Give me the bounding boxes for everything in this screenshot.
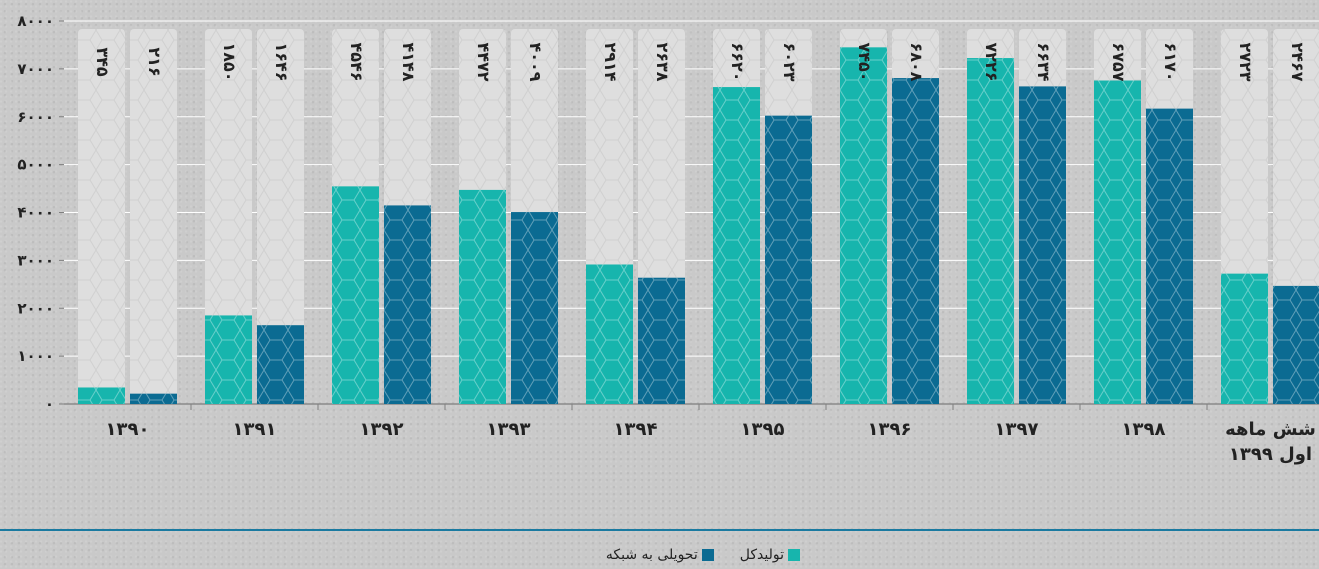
bar-pattern <box>638 277 685 404</box>
data-label: ۶۸۰۸ <box>907 42 926 81</box>
x-tick-label: ۱۳۹۶ <box>868 419 912 440</box>
y-tick-label: ۰ <box>45 395 54 413</box>
bar-pattern <box>765 115 812 405</box>
data-label: ۶۱۷۰ <box>1161 42 1180 81</box>
y-axis-ticks: ۰ ۱۰۰۰ ۲۰۰۰ ۳۰۰۰ ۴۰۰۰ ۵۰۰۰ ۶۰۰۰ ۷۰۰۰ ۸۰۰۰ <box>17 12 64 413</box>
bars: ۳۴۵ ۲۱۶ ۱۸۵۰ ۱۶۴۶ ۴۵۴۶ ۴۱۴۸ ۴۴۷۲ ۴۰۰۹ ۲۹۱۴ ۲۶۳۸ ۶۶… <box>78 29 1319 405</box>
bar-pattern <box>586 264 633 404</box>
y-tick-label: ۷۰۰۰ <box>17 60 54 78</box>
bar-pattern <box>459 189 506 404</box>
x-tick-label: ۱۳۹۸ <box>1122 419 1166 440</box>
y-tick-label: ۶۰۰۰ <box>17 108 54 126</box>
bar-pattern <box>78 387 125 404</box>
bar-pattern <box>1019 86 1066 404</box>
legend-label-total: تولیدکل <box>739 547 784 563</box>
bar-pattern <box>1221 273 1268 404</box>
data-label: ۷۴۵۰ <box>855 42 874 81</box>
bar-pattern <box>967 58 1014 405</box>
bar-pattern <box>713 87 760 404</box>
data-label: ۲۹۱۴ <box>601 42 620 81</box>
bar-pattern <box>1273 285 1319 404</box>
data-label: ۴۴۷۲ <box>474 42 493 81</box>
bar-pattern <box>1094 80 1141 405</box>
y-tick-label: ۸۰۰۰ <box>17 12 54 30</box>
y-tick-label: ۵۰۰۰ <box>17 156 54 174</box>
data-label: ۴۵۴۶ <box>347 42 366 81</box>
x-axis-ticks: ۱۳۹۰ ۱۳۹۱ ۱۳۹۲ ۱۳۹۳ ۱۳۹۴ ۱۳۹۵ ۱۳۹۶ ۱۳۹۷ ۱۳۹۸ شش م… <box>106 404 1316 465</box>
legend-item-total: تولیدکل <box>740 547 800 563</box>
data-label: ۱۸۵۰ <box>220 42 239 81</box>
bar-pattern <box>257 325 304 404</box>
data-label: ۱۶۴۶ <box>272 42 291 81</box>
data-label: ۲۷۲۳ <box>1236 42 1255 81</box>
x-tick-label: اول ۱۳۹۹ <box>1229 444 1312 465</box>
legend: تولیدکل تحویلی به شبکه <box>480 544 800 566</box>
x-tick-label: ۱۳۹۰ <box>106 419 150 440</box>
y-tick-label: ۲۰۰۰ <box>17 299 54 317</box>
y-tick-label: ۳۰۰۰ <box>17 251 54 269</box>
x-tick-label: ۱۳۹۱ <box>233 419 277 440</box>
bar-pattern <box>840 47 887 405</box>
bar-background-pattern <box>130 29 177 404</box>
x-tick-label: ۱۳۹۲ <box>360 419 404 440</box>
data-label: ۷۲۲۶ <box>982 42 1001 81</box>
data-label: ۲۴۶۷ <box>1288 42 1307 81</box>
legend-item-grid: تحویلی به شبکه <box>606 547 714 563</box>
bar-pattern <box>1146 108 1193 404</box>
data-label: ۲۶۳۸ <box>653 42 672 81</box>
x-tick-label: ۱۳۹۴ <box>614 419 658 440</box>
legend-label-grid: تحویلی به شبکه <box>605 547 698 563</box>
bar-pattern <box>205 315 252 404</box>
x-tick-label: ۱۳۹۳ <box>487 419 531 440</box>
bar-pattern <box>130 393 177 404</box>
bar-pattern <box>332 186 379 404</box>
data-label: ۴۱۴۸ <box>399 42 418 81</box>
legend-swatch-total <box>788 549 800 561</box>
data-label: ۶۷۵۷ <box>1109 42 1128 81</box>
data-label: ۶۶۲۰ <box>728 42 747 81</box>
data-label: ۶۶۳۴ <box>1034 42 1053 81</box>
legend-swatch-grid <box>701 549 714 561</box>
y-tick-label: ۱۰۰۰ <box>17 347 54 365</box>
x-tick-label: ۱۳۹۷ <box>995 419 1039 440</box>
bar-pattern <box>511 212 558 404</box>
y-tick-label: ۴۰۰۰ <box>17 204 54 222</box>
data-label: ۲۱۶ <box>145 47 164 76</box>
bar-background-pattern <box>78 29 125 404</box>
x-tick-label: شش ماهه <box>1225 419 1316 440</box>
data-label: ۶۰۲۳ <box>780 42 799 81</box>
x-tick-label: ۱۳۹۵ <box>741 419 785 440</box>
data-label: ۴۰۰۹ <box>526 42 545 81</box>
data-label: ۳۴۵ <box>93 47 112 77</box>
bar-pattern <box>892 78 939 404</box>
bar-pattern <box>384 205 431 404</box>
